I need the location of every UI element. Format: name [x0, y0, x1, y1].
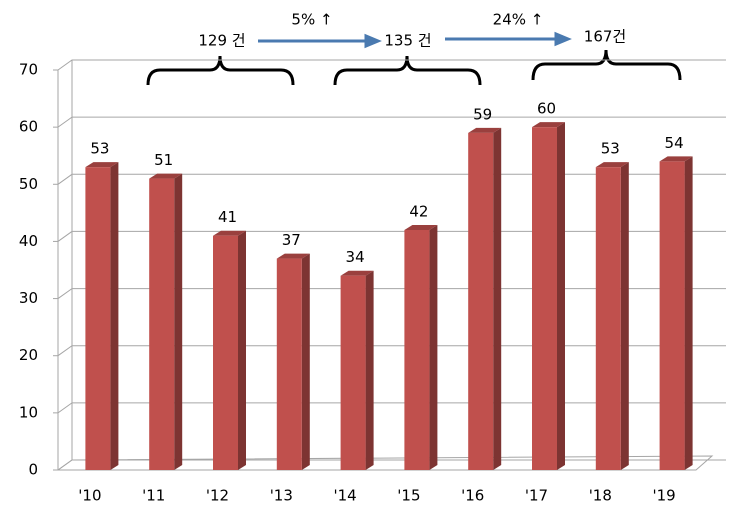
bar-side — [620, 162, 629, 470]
annotation: 135 건 — [384, 32, 431, 50]
x-tick-label: '19 — [652, 487, 675, 505]
brace — [146, 55, 295, 86]
bar-side — [238, 230, 246, 470]
y-tick-label: 40 — [19, 232, 38, 250]
x-tick-label: '10 — [78, 487, 101, 505]
bar-top — [404, 225, 438, 230]
y-tick-label: 20 — [19, 346, 38, 364]
bar-side — [301, 253, 310, 470]
grid-line — [57, 173, 726, 185]
braces — [146, 49, 682, 86]
grid-line — [57, 345, 726, 357]
bar — [468, 132, 494, 470]
y-tick-label: 50 — [19, 175, 38, 193]
value-label: 37 — [282, 231, 301, 249]
x-tick-label: '15 — [397, 487, 420, 505]
x-tick-label: '17 — [525, 487, 548, 505]
y-tick-label: 70 — [19, 61, 38, 79]
bar-side — [493, 127, 502, 470]
bar — [149, 178, 175, 471]
bar — [659, 161, 685, 470]
bar-top — [532, 122, 565, 128]
annotation: 129 건 — [198, 32, 245, 50]
grid-line — [57, 288, 726, 299]
bar-top — [468, 127, 502, 133]
value-label: 34 — [346, 248, 365, 266]
bar — [404, 230, 430, 470]
bar — [595, 167, 621, 470]
brace — [531, 49, 682, 81]
bar — [340, 275, 366, 470]
bar — [85, 167, 111, 470]
brace — [333, 55, 482, 86]
grid-line — [57, 402, 726, 414]
annotation: 167건 — [584, 28, 626, 46]
bar-side — [174, 173, 183, 471]
arrow-head — [364, 33, 382, 49]
value-label: 42 — [409, 203, 428, 221]
grid-line — [57, 59, 726, 71]
bar — [276, 258, 302, 470]
value-label: 53 — [90, 140, 109, 158]
bar-side — [365, 270, 374, 470]
x-tick-label: '18 — [589, 487, 612, 505]
value-label: 41 — [218, 208, 237, 226]
x-tick-label: '12 — [206, 487, 229, 505]
y-tick-label: 10 — [19, 403, 38, 421]
bar-top — [85, 162, 119, 168]
value-label: 60 — [537, 100, 556, 118]
annotation: 5% ↑ — [291, 11, 332, 29]
bar-top — [659, 156, 693, 162]
bar — [532, 127, 557, 471]
bar-top — [149, 173, 183, 179]
y-tick-label: 30 — [19, 289, 38, 307]
bar-top — [595, 162, 629, 168]
value-label: 53 — [601, 140, 620, 158]
x-tick-label: '13 — [270, 487, 293, 505]
bar — [213, 235, 238, 470]
value-label: 59 — [473, 105, 492, 123]
arrows — [258, 31, 572, 49]
arrow-head — [554, 31, 572, 47]
y-tick-label: 60 — [19, 118, 38, 136]
value-label: 54 — [665, 134, 684, 152]
x-tick-label: '14 — [333, 487, 356, 505]
value-label: 51 — [154, 151, 173, 169]
bar-top — [213, 230, 246, 236]
annotation: 24% ↑ — [493, 11, 544, 29]
bar-side — [557, 122, 565, 471]
bar-side — [110, 162, 119, 470]
y-tick-label: 0 — [28, 461, 38, 479]
bar-top — [276, 253, 310, 259]
grid-line — [57, 116, 726, 128]
bar-side — [429, 225, 438, 470]
x-tick-label: '11 — [142, 487, 165, 505]
grid-line — [57, 459, 726, 471]
x-tick-label: '16 — [461, 487, 484, 505]
bar-side — [684, 156, 693, 470]
grid-line — [57, 230, 726, 242]
bar-top — [340, 270, 374, 276]
